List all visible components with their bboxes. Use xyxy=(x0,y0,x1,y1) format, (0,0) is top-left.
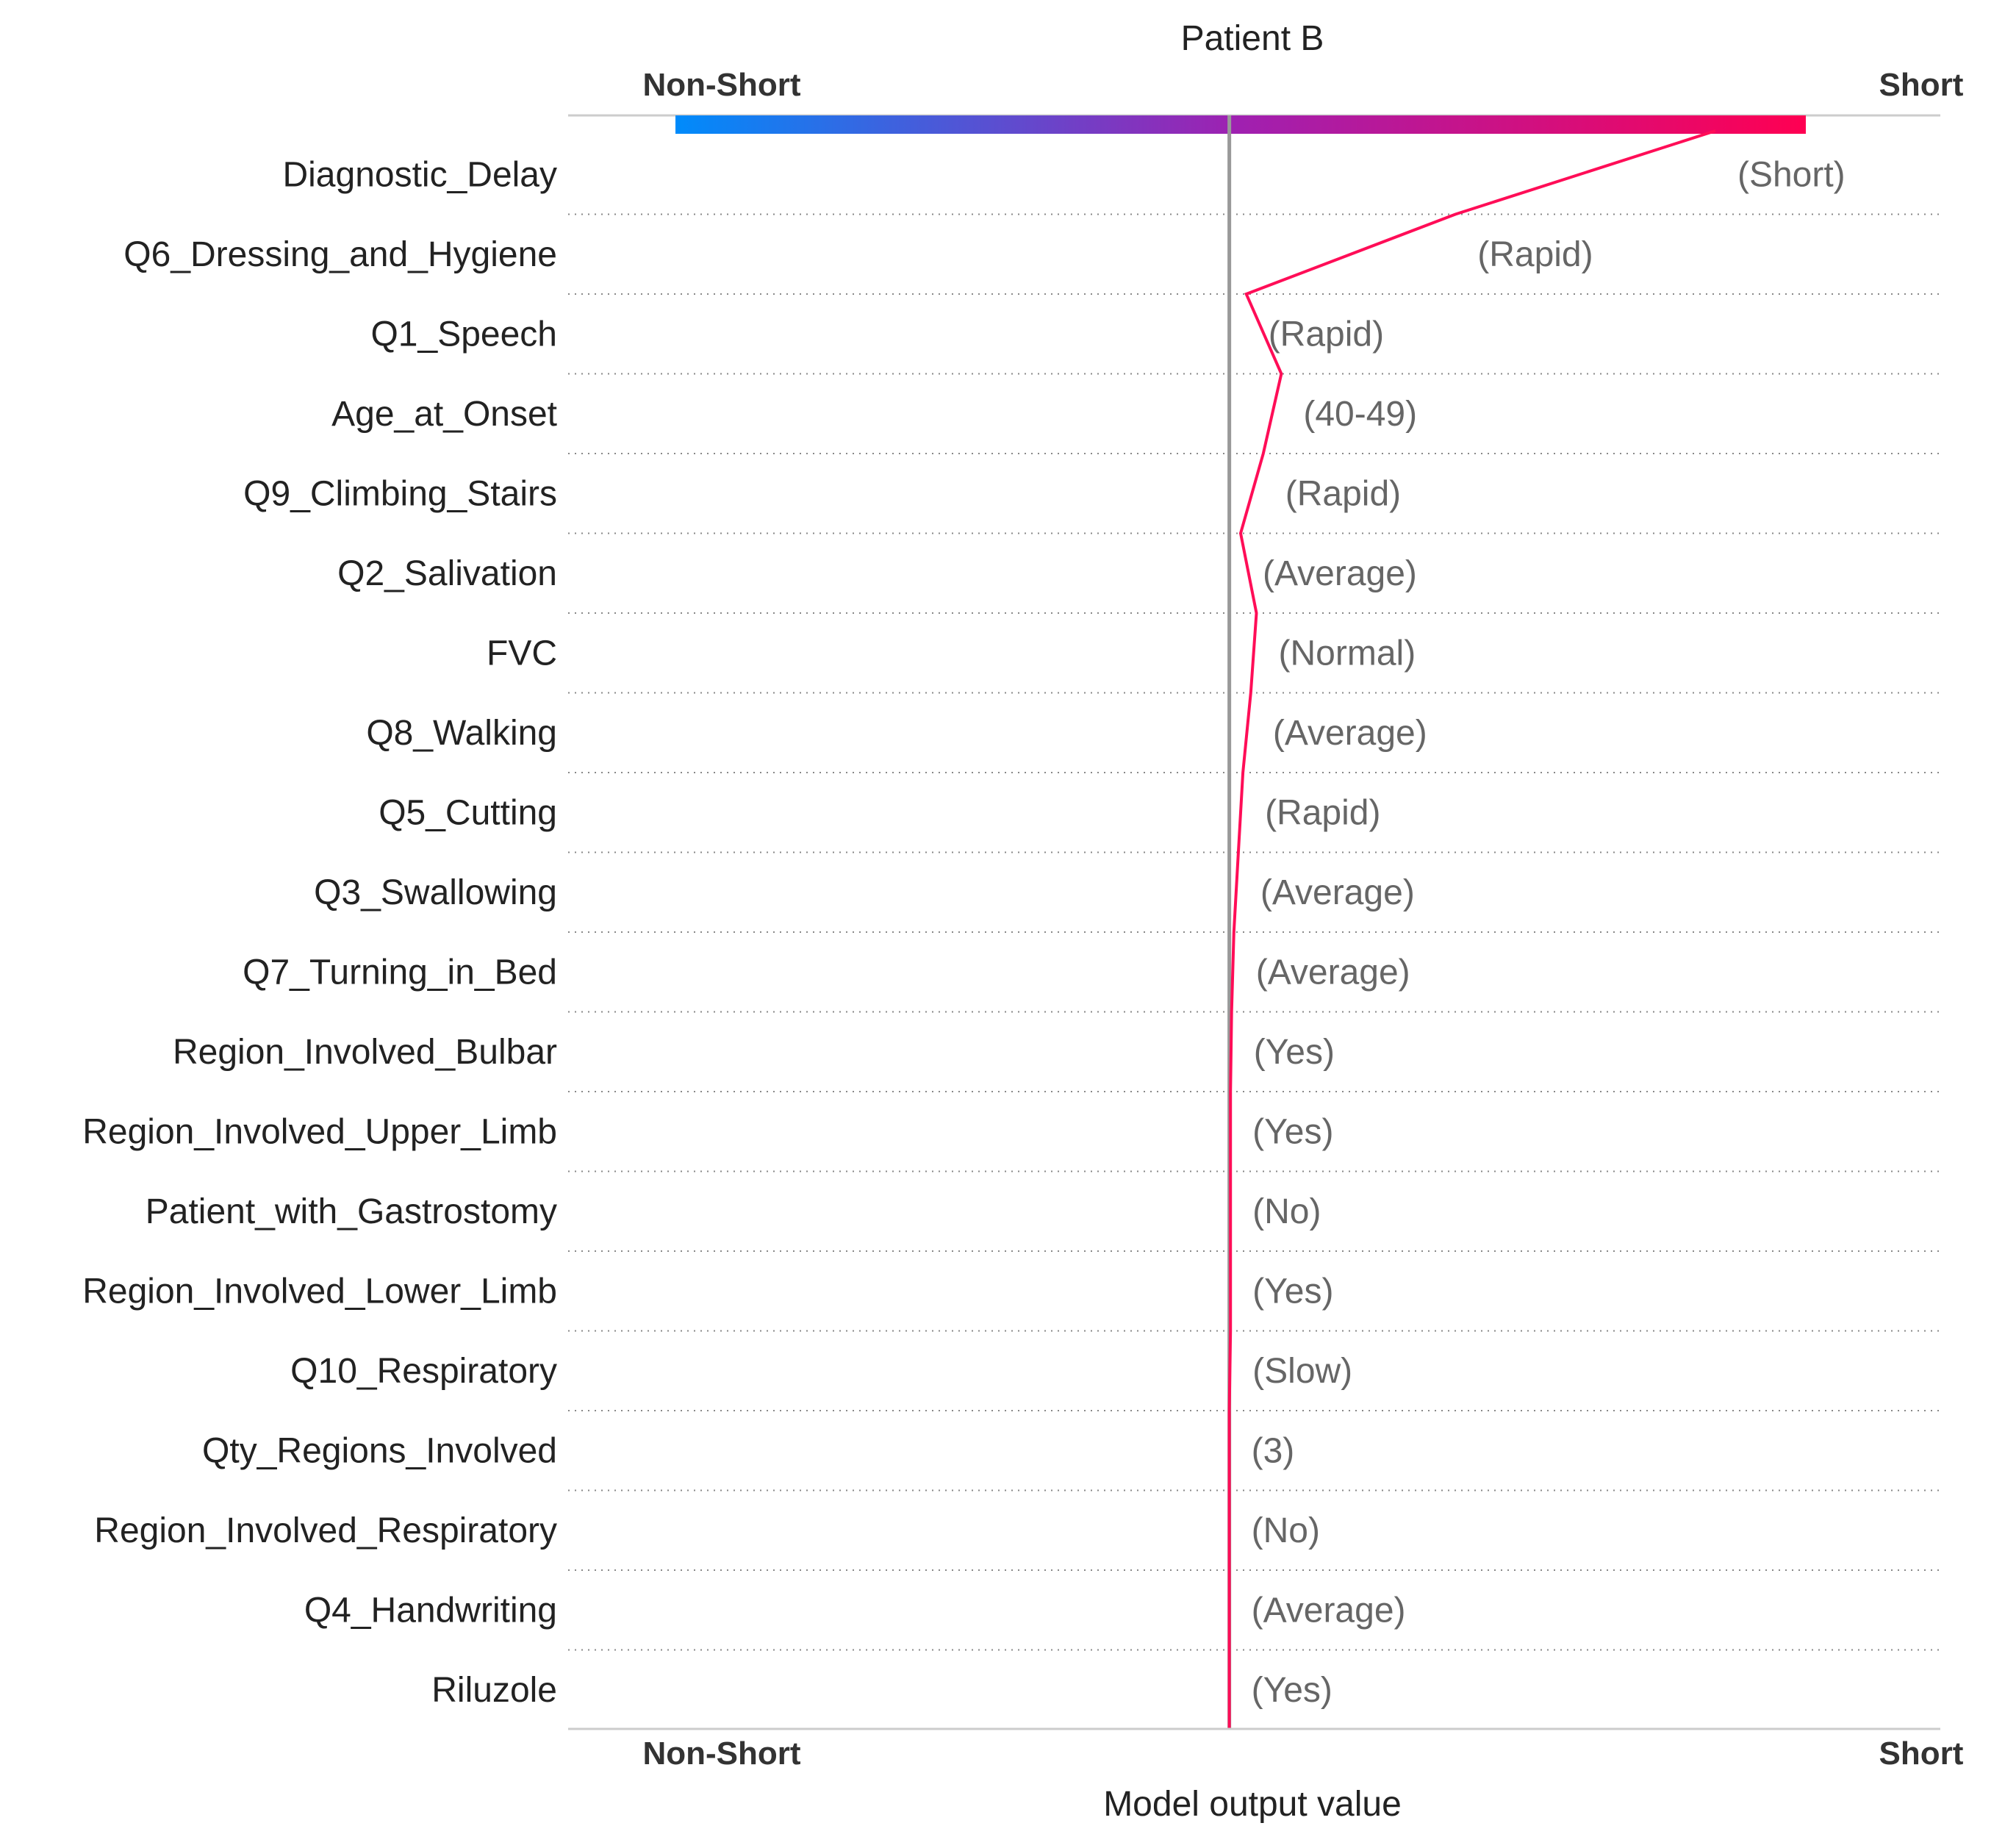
feature-value-label: (Average) xyxy=(1252,1591,1406,1630)
feature-name-label: Region_Involved_Upper_Limb xyxy=(82,1112,557,1151)
feature-value-label: (Average) xyxy=(1263,554,1417,593)
feature-value-label: (Normal) xyxy=(1279,634,1416,673)
feature-value-label: (Average) xyxy=(1260,873,1415,912)
feature-name-label: Q7_Turning_in_Bed xyxy=(243,953,557,992)
feature-value-label: (Rapid) xyxy=(1269,315,1384,354)
feature-name-label: Q3_Swallowing xyxy=(314,873,557,912)
feature-value-label: (No) xyxy=(1252,1511,1320,1550)
feature-name-label: Region_Involved_Lower_Limb xyxy=(82,1272,557,1311)
feature-value-label: (40-49) xyxy=(1303,395,1417,434)
feature-value-label: (Short) xyxy=(1737,155,1846,194)
feature-value-label: (Yes) xyxy=(1252,1272,1333,1311)
feature-name-label: Diagnostic_Delay xyxy=(282,155,557,194)
feature-value-label: (Average) xyxy=(1256,953,1410,992)
feature-value-label: (3) xyxy=(1252,1431,1295,1470)
feature-value-label: (Yes) xyxy=(1252,1671,1333,1710)
feature-name-label: Riluzole xyxy=(431,1671,557,1710)
decision-line xyxy=(1227,129,1716,1729)
feature-name-label: Q1_Speech xyxy=(370,315,557,354)
feature-name-label: Q9_Climbing_Stairs xyxy=(243,474,557,513)
feature-value-labels: (Short) (Rapid) (Rapid) (40-49) (Rapid) (Aver… xyxy=(1252,155,1846,1710)
feature-value-label: (Slow) xyxy=(1252,1352,1352,1391)
feature-name-label: Q5_Cutting xyxy=(379,793,557,832)
feature-value-label: (Yes) xyxy=(1254,1033,1335,1072)
feature-name-label: FVC xyxy=(487,634,557,673)
feature-name-label: Q2_Salivation xyxy=(337,554,557,593)
colorbar xyxy=(675,115,1806,134)
end-label-right-bottom: Short xyxy=(1879,1736,1964,1772)
feature-name-label: Q10_Respiratory xyxy=(290,1352,557,1391)
chart-title: Patient B xyxy=(1181,19,1324,58)
feature-name-label: Q6_Dressing_and_Hygiene xyxy=(123,235,557,274)
feature-value-label: (Rapid) xyxy=(1477,235,1593,274)
feature-name-label: Q4_Handwriting xyxy=(304,1591,557,1630)
feature-name-label: Patient_with_Gastrostomy xyxy=(146,1192,557,1231)
end-label-left-top: Non-Short xyxy=(642,67,800,103)
feature-value-label: (Rapid) xyxy=(1285,474,1401,513)
feature-name-label: Age_at_Onset xyxy=(331,395,557,434)
x-axis-label: Model output value xyxy=(1103,1785,1402,1824)
feature-name-label: Qty_Regions_Involved xyxy=(202,1431,557,1470)
feature-labels: Diagnostic_Delay Q6_Dressing_and_Hygiene Q… xyxy=(82,155,557,1710)
feature-value-label: (Average) xyxy=(1273,714,1427,753)
feature-name-label: Region_Involved_Bulbar xyxy=(173,1033,557,1072)
feature-name-label: Q8_Walking xyxy=(366,714,557,753)
feature-value-label: (No) xyxy=(1252,1192,1321,1231)
end-label-left-bottom: Non-Short xyxy=(642,1736,800,1772)
end-label-right-top: Short xyxy=(1879,67,1964,103)
feature-name-label: Region_Involved_Respiratory xyxy=(94,1511,557,1550)
feature-value-label: (Rapid) xyxy=(1265,793,1380,832)
feature-value-label: (Yes) xyxy=(1252,1112,1333,1151)
